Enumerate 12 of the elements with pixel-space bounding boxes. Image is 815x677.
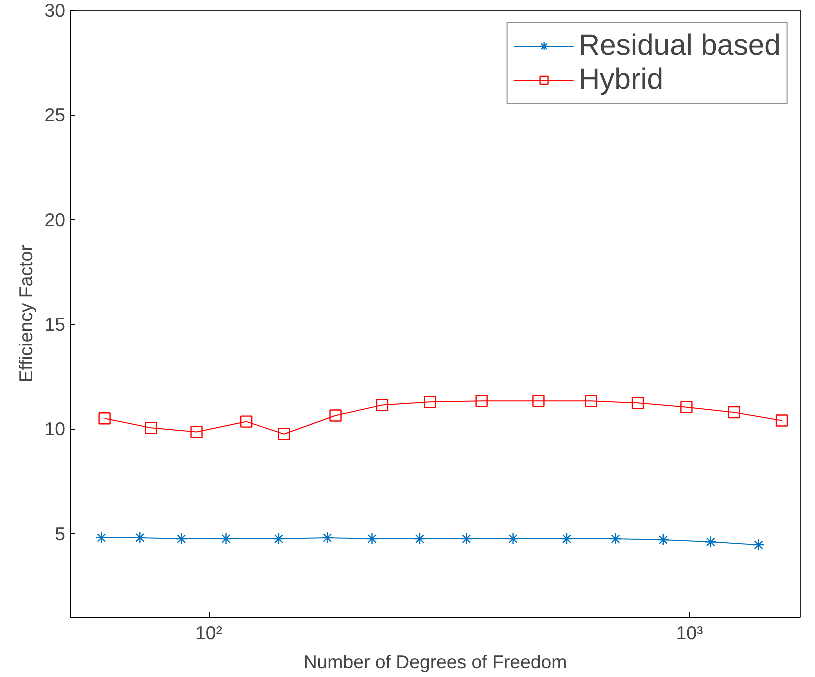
y-tick-label: 20 [44,209,66,230]
y-tick-label: 10 [44,418,66,440]
x-tick-label: 10² [196,622,223,644]
legend-label: Hybrid [578,63,664,97]
y-tick-label: 15 [44,314,66,335]
y-axis-title: Efficiency Factor [16,245,37,383]
y-tick-label: 5 [55,523,66,544]
x-axis-title: Number of Degrees of Freedom [304,652,568,672]
legend-label: Residual based [578,29,781,63]
y-tick-label: 30 [44,0,66,21]
y-tick-label: 25 [44,104,66,126]
x-tick-label: 10³ [676,622,704,644]
